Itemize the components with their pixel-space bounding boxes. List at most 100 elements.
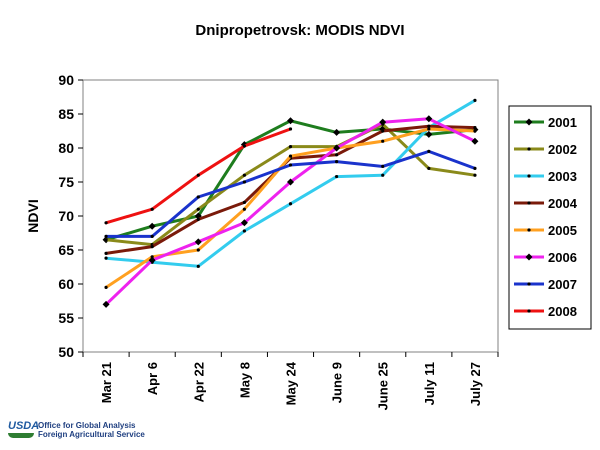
legend-item-2006: 2006 [514, 250, 577, 265]
data-point-2005 [104, 285, 108, 289]
legend-item-2002: 2002 [514, 142, 577, 157]
usda-logo-text: USDA [8, 420, 40, 432]
y-tick-label: 80 [58, 140, 74, 156]
data-point-2007 [104, 234, 108, 238]
data-point-2006 [379, 118, 387, 126]
y-tick-label: 75 [58, 174, 74, 190]
legend-marker [527, 174, 531, 178]
legend-label: 2002 [548, 142, 577, 157]
data-point-2005 [381, 139, 385, 143]
x-tick-label: June 25 [376, 362, 391, 410]
legend-item-2004: 2004 [514, 196, 578, 211]
data-point-2008 [242, 144, 246, 148]
data-point-2005 [288, 154, 293, 158]
data-point-2002 [473, 173, 477, 177]
x-tick-label: Mar 21 [99, 362, 114, 403]
data-point-2006 [240, 219, 248, 227]
legend-item-2008: 2008 [514, 304, 577, 319]
legend-marker [525, 118, 533, 126]
series-layer [102, 98, 479, 308]
x-tick-label: Apr 22 [191, 362, 206, 402]
data-point-2008 [288, 127, 293, 131]
legend-marker [527, 228, 531, 232]
data-point-2006 [287, 178, 294, 186]
legend-marker [527, 282, 531, 286]
legend-label: 2006 [548, 250, 577, 265]
data-point-2003 [473, 98, 477, 102]
data-point-2004 [335, 153, 339, 157]
legend-item-2005: 2005 [514, 223, 577, 238]
x-axis: Mar 21 Apr 6 Apr 22 May 8 May 24 June 9 June 2… [82, 352, 499, 410]
legend-marker [525, 253, 533, 261]
footer-line-service: Foreign Agricultural Service [38, 430, 145, 439]
x-tick-label: July 11 [422, 362, 437, 405]
data-point-2002 [427, 166, 431, 170]
data-point-2006 [471, 137, 479, 145]
data-point-2007 [473, 166, 477, 170]
data-point-2003 [288, 202, 293, 206]
data-point-2003 [242, 229, 246, 233]
data-point-2006 [102, 300, 110, 308]
y-tick-label: 90 [58, 72, 74, 88]
data-point-2006 [148, 256, 156, 264]
data-point-2004 [196, 217, 200, 221]
data-point-2005 [473, 129, 477, 133]
chart-title: Dnipropetrovsk: MODIS NDVI [195, 22, 404, 39]
legend-label: 2005 [548, 223, 577, 238]
legend-box [508, 105, 592, 330]
legend-label: 2003 [548, 169, 577, 184]
data-point-2008 [150, 207, 154, 211]
x-tick-label: May 8 [237, 362, 252, 398]
y-tick-label: 60 [58, 276, 74, 292]
x-tick-label: July 27 [468, 362, 483, 406]
x-tick-label: Apr 6 [145, 362, 160, 395]
data-point-2007 [150, 234, 154, 238]
legend-item-2001: 2001 [514, 115, 577, 130]
data-point-2004 [104, 251, 108, 255]
data-point-2004 [473, 126, 477, 130]
series-2006 [102, 115, 479, 308]
legend-label: 2004 [548, 196, 578, 211]
y-tick-label: 55 [58, 310, 74, 326]
legend: 2001 2002 2003 2004 2005 2006 2007 2008 [514, 115, 578, 319]
data-point-2003 [104, 256, 108, 260]
data-point-2002 [242, 173, 246, 177]
data-point-2007 [427, 149, 431, 153]
data-point-2007 [288, 163, 293, 167]
legend-label: 2007 [548, 277, 577, 292]
legend-label: 2008 [548, 304, 577, 319]
data-point-2003 [381, 173, 385, 177]
data-point-2007 [196, 195, 200, 199]
legend-marker [527, 309, 531, 313]
data-point-2001 [148, 222, 156, 230]
data-point-2006 [333, 144, 341, 152]
data-point-2004 [427, 124, 431, 128]
y-tick-label: 85 [58, 106, 74, 122]
footer: USDA Office for Global Analysis Foreign … [8, 421, 145, 439]
series-2007 [104, 149, 477, 238]
legend-item-2003: 2003 [514, 169, 577, 184]
data-point-2008 [196, 173, 200, 177]
y-tick-label: 70 [58, 208, 74, 224]
data-point-2004 [381, 129, 385, 133]
data-point-2002 [104, 238, 108, 242]
data-point-2007 [242, 180, 246, 184]
y-tick-label: 65 [58, 242, 74, 258]
usda-logo: USDA [8, 420, 40, 439]
footer-line-office: Office for Global Analysis [38, 421, 136, 430]
data-point-2002 [196, 207, 200, 211]
data-point-2007 [335, 160, 339, 164]
series-2008 [104, 127, 293, 225]
legend-item-2007: 2007 [514, 277, 577, 292]
data-point-2001 [425, 130, 433, 138]
y-axis-label: NDVI [25, 199, 41, 232]
data-point-2007 [381, 164, 385, 168]
x-tick-label: May 24 [284, 361, 299, 405]
y-axis: 50 55 60 65 70 75 80 85 90 [58, 72, 83, 360]
x-tick-label: June 9 [330, 362, 345, 403]
data-point-2006 [425, 115, 433, 123]
legend-marker [527, 201, 531, 205]
y-tick-label: 50 [58, 344, 74, 360]
data-point-2005 [427, 127, 431, 131]
